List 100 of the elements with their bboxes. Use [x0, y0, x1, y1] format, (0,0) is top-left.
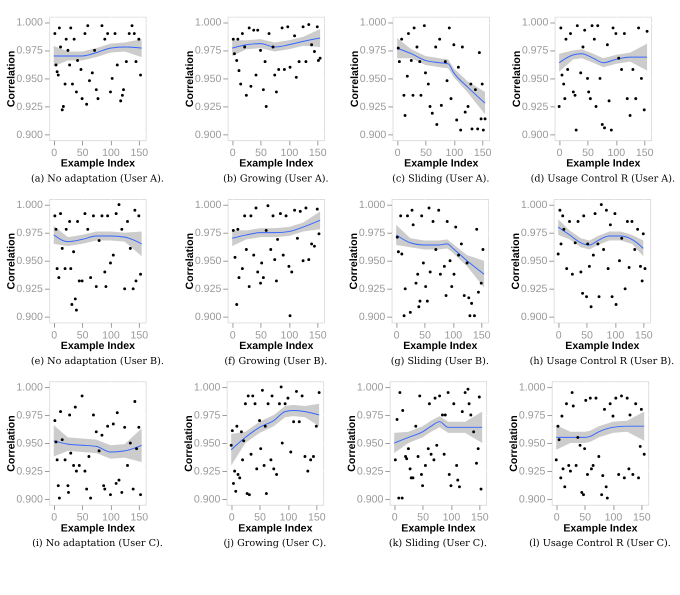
point: [468, 314, 472, 318]
y-tick-label: 0.900: [356, 494, 384, 506]
point: [112, 422, 115, 426]
point: [480, 488, 482, 490]
point: [232, 52, 236, 56]
point: [422, 24, 426, 28]
point: [298, 210, 302, 213]
point: [594, 105, 598, 108]
point: [421, 484, 424, 488]
y-tick-label: 0.925: [194, 465, 220, 478]
point: [262, 88, 265, 92]
point: [135, 447, 138, 450]
point: [86, 24, 90, 28]
point: [464, 391, 467, 394]
point: [103, 488, 106, 490]
point: [53, 214, 56, 218]
point: [96, 97, 100, 100]
point: [274, 90, 278, 94]
point: [132, 488, 135, 490]
point: [114, 482, 118, 485]
x-tick-label: 50: [255, 329, 268, 342]
point: [272, 214, 274, 218]
point: [120, 94, 124, 97]
y-tick-label: 0.975: [522, 44, 548, 57]
x-tick-label: 150: [470, 512, 489, 524]
point: [282, 68, 286, 71]
point: [80, 279, 84, 282]
point: [318, 56, 322, 60]
y-tick-label: 0.900: [16, 494, 44, 506]
point: [232, 228, 235, 232]
point: [570, 391, 574, 394]
point: [278, 212, 282, 216]
point: [254, 206, 258, 210]
point: [613, 212, 616, 216]
point: [574, 128, 578, 132]
point: [273, 258, 276, 262]
point: [243, 46, 246, 48]
point: [262, 276, 265, 280]
point: [466, 262, 469, 264]
point: [74, 90, 78, 94]
point: [455, 118, 458, 122]
point: [556, 424, 560, 428]
y-tick-label: 0.900: [360, 128, 386, 141]
point: [582, 493, 585, 496]
point: [288, 314, 292, 318]
point: [400, 38, 404, 41]
point: [402, 94, 406, 97]
point: [460, 242, 463, 246]
line-series: [558, 226, 644, 249]
point: [300, 394, 304, 398]
point: [248, 285, 251, 288]
point: [85, 102, 88, 106]
point: [634, 402, 638, 406]
point: [437, 208, 440, 212]
point: [574, 94, 576, 97]
y-tick-label: 0.950: [16, 72, 44, 85]
x-tick-label: 100: [442, 512, 460, 524]
y-tick-label: 0.975: [194, 227, 222, 240]
point: [590, 305, 593, 308]
x-tick-label: 50: [417, 512, 430, 524]
point: [68, 64, 72, 66]
point: [622, 476, 626, 480]
point: [600, 493, 604, 496]
point: [66, 484, 70, 488]
point: [56, 74, 60, 77]
point: [238, 476, 242, 480]
point: [56, 70, 59, 74]
point: [66, 48, 70, 52]
point: [576, 24, 579, 28]
point: [68, 220, 72, 223]
point: [59, 46, 62, 48]
point: [564, 38, 568, 41]
point: [116, 64, 119, 66]
x-tick-label: 100: [444, 329, 462, 342]
point: [597, 455, 600, 458]
y-tick-label: 0.925: [360, 100, 386, 113]
text: (c) Sliding (User A).: [392, 174, 490, 185]
point: [397, 496, 400, 500]
point: [100, 214, 104, 218]
y-tick-label: 0.925: [356, 465, 384, 478]
x-tick-label: 100: [445, 147, 464, 160]
point: [444, 414, 447, 416]
point: [440, 104, 443, 107]
x-tick-label: 50: [582, 147, 594, 160]
x-tick-label: 0: [51, 147, 58, 160]
point: [404, 455, 408, 458]
point: [78, 279, 81, 282]
point: [450, 97, 452, 100]
point: [80, 97, 84, 100]
y-tick-label: 0.950: [520, 255, 548, 268]
point: [314, 424, 318, 428]
point: [586, 473, 589, 476]
x-tick-label: 150: [308, 512, 326, 524]
point: [74, 470, 78, 473]
point: [104, 285, 108, 288]
point: [448, 259, 452, 262]
x-tick-label: 50: [581, 329, 594, 342]
point: [476, 447, 480, 450]
point: [302, 25, 305, 28]
point: [249, 84, 252, 88]
